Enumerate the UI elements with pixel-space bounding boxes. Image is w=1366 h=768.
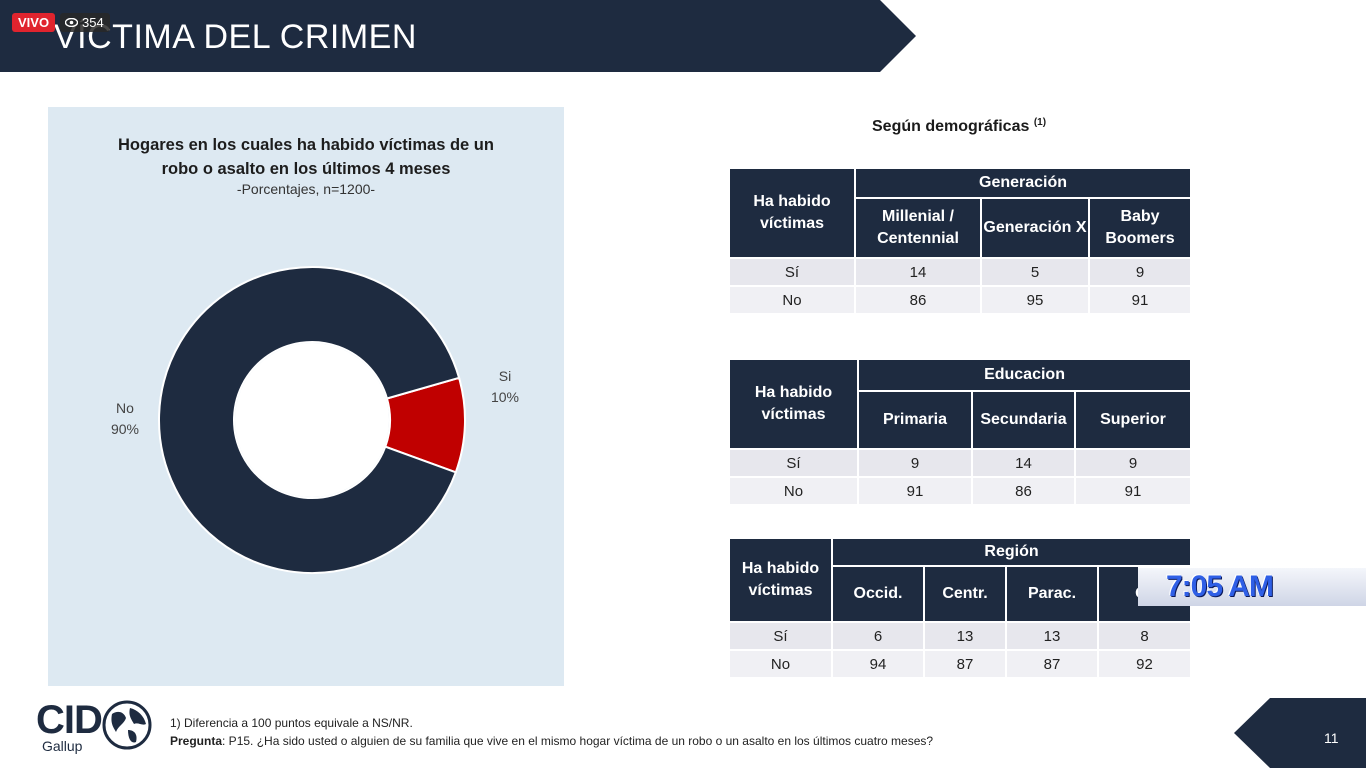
table-cell: 92	[1096, 649, 1193, 679]
eye-icon	[65, 18, 78, 27]
column-header: Generación X	[980, 197, 1090, 259]
slice-label-no-category: No	[116, 400, 134, 416]
table-cell: 91	[1073, 476, 1193, 506]
row-label: Sí	[728, 621, 833, 651]
cid-gallup-logo: CID Gallup	[36, 698, 152, 756]
question-text: : P15. ¿Ha sido usted o alguien de su fa…	[222, 734, 934, 748]
page-title: VÍCTIMA DEL CRIMEN	[54, 18, 417, 56]
page-number: 11	[1324, 730, 1339, 746]
chart-title-line1: Hogares en los cuales ha habido víctimas…	[118, 136, 494, 154]
column-header: Occid.	[831, 565, 925, 623]
table-region: Ha habido víctimas Región Occid. Centr. …	[728, 537, 1193, 679]
slice-label-si-category: Si	[498, 368, 512, 384]
table-row: Sí 6 13 13 8	[728, 621, 1193, 651]
row-header-cell: Ha habido víctimas	[728, 537, 833, 623]
chart-title-line2: robo o asalto en los últimos 4 meses	[161, 160, 451, 178]
column-header: Secundaria	[971, 390, 1076, 450]
chart-panel: Hogares en los cuales ha habido víctimas…	[48, 107, 564, 686]
table-cell: 9	[857, 448, 973, 478]
column-header: Parac.	[1005, 565, 1099, 623]
row-header-cell: Ha habido víctimas	[728, 358, 859, 450]
logo-sub: Gallup	[42, 738, 83, 754]
table-cell: 14	[971, 448, 1076, 478]
table-cell: 91	[857, 476, 973, 506]
slice-label-no: No 90%	[102, 398, 148, 440]
table-cell: 14	[854, 257, 982, 287]
row-label: Sí	[728, 448, 859, 478]
table-cell: 6	[831, 621, 925, 651]
header-banner: VÍCTIMA DEL CRIMEN	[0, 0, 916, 72]
donut-chart	[158, 266, 466, 574]
column-header: Superior	[1073, 390, 1193, 450]
table-cell: 8	[1096, 621, 1193, 651]
table-cell: 94	[831, 649, 925, 679]
viewer-count-badge: 354	[60, 13, 110, 32]
live-badge: VIVO	[12, 13, 56, 32]
logo-main: CID	[36, 698, 103, 742]
table-row: No 94 87 87 92	[728, 649, 1193, 679]
demographics-title: Según demográficas (1)	[872, 117, 1046, 136]
time-overlay: 7:05 AM	[1138, 566, 1366, 606]
footnote: 1) Diferencia a 100 puntos equivale a NS…	[170, 716, 413, 730]
row-label: Sí	[728, 257, 856, 287]
table-row: No 91 86 91	[728, 476, 1193, 506]
donut-slice-no	[158, 266, 461, 574]
table-cell: 9	[1087, 257, 1193, 287]
page-number-tab	[1234, 698, 1366, 768]
header-banner-shape	[0, 0, 916, 72]
slice-label-no-value: 90%	[110, 421, 140, 437]
group-header-region: Región	[830, 537, 1193, 567]
chart-subtitle: -Porcentajes, n=1200-	[236, 181, 376, 197]
chart-title: Hogares en los cuales ha habido víctimas…	[48, 133, 564, 181]
column-header: Centr.	[923, 565, 1007, 623]
table-row: Sí 14 5 9	[728, 257, 1193, 287]
demographics-title-text: Según demográficas	[872, 118, 1030, 135]
column-header: Primaria	[857, 390, 973, 450]
table-cell: 87	[923, 649, 1007, 679]
row-header-cell: Ha habido víctimas	[728, 167, 856, 259]
group-header-generacion: Generación	[853, 167, 1193, 199]
row-label: No	[728, 476, 859, 506]
table-cell: 87	[1005, 649, 1099, 679]
slice-label-si: Si 10%	[482, 366, 528, 408]
column-header: Baby Boomers	[1087, 197, 1193, 259]
table-row: No 86 95 91	[728, 285, 1193, 315]
question-note: Pregunta: P15. ¿Ha sido usted o alguien …	[170, 734, 933, 748]
question-label: Pregunta	[170, 734, 223, 748]
globe-icon	[102, 700, 152, 750]
donut-hole	[235, 343, 389, 497]
table-row: Sí 9 14 9	[728, 448, 1193, 478]
table-cell: 91	[1087, 285, 1193, 315]
column-header: Millenial / Centennial	[854, 197, 982, 259]
table-cell: 13	[923, 621, 1007, 651]
slice-label-si-value: 10%	[490, 389, 520, 405]
table-cell: 13	[1005, 621, 1099, 651]
viewer-count: 354	[82, 15, 104, 30]
table-cell: 95	[980, 285, 1090, 315]
table-cell: 86	[971, 476, 1076, 506]
row-label: No	[728, 285, 856, 315]
time-text: 7:05 AM	[1166, 570, 1274, 603]
row-label: No	[728, 649, 833, 679]
table-cell: 86	[854, 285, 982, 315]
table-cell: 9	[1073, 448, 1193, 478]
group-header-educacion: Educacion	[856, 358, 1193, 392]
table-cell: 5	[980, 257, 1090, 287]
demographics-footnote-mark: (1)	[1033, 117, 1047, 128]
table-educacion: Ha habido víctimas Educacion Primaria Se…	[728, 358, 1193, 506]
table-generacion: Ha habido víctimas Generación Millenial …	[728, 167, 1193, 315]
